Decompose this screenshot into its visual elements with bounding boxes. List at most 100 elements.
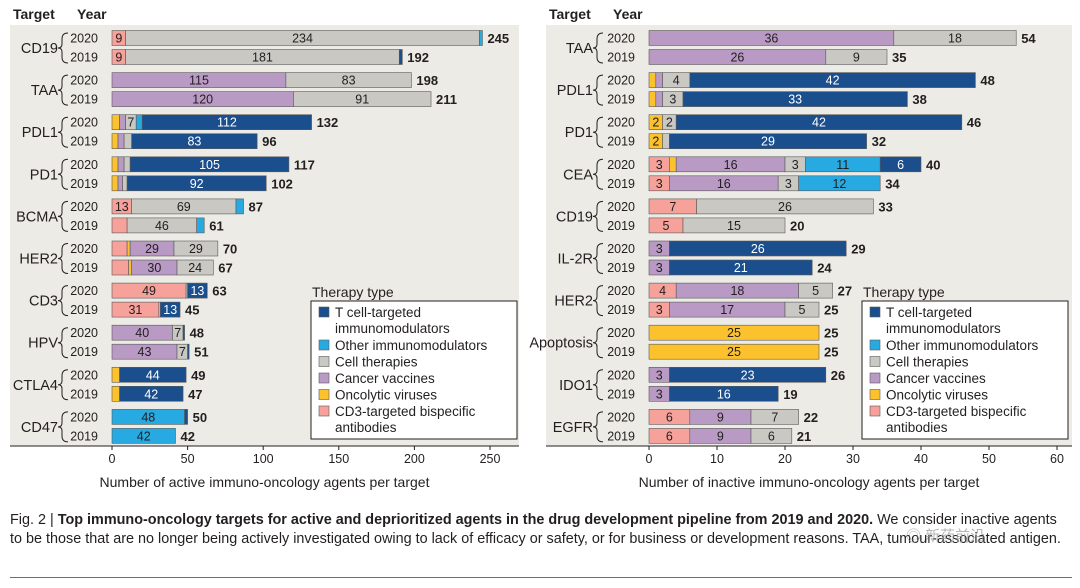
bar-segment	[479, 30, 483, 46]
segment-value-label: 23	[741, 368, 755, 382]
x-tick-label: 0	[109, 452, 116, 466]
segment-value-label: 13	[163, 303, 177, 317]
year-label: 2020	[70, 200, 98, 214]
bar-segment	[111, 156, 119, 173]
segment-value-label: 25	[727, 345, 741, 359]
segment-value-label: 2	[652, 116, 659, 130]
bar-segment	[123, 133, 132, 149]
year-label: 2020	[70, 242, 98, 256]
bar-segment	[750, 428, 793, 444]
year-label: 2020	[607, 116, 635, 130]
bar-total-label: 22	[804, 410, 818, 425]
legend-item-label: antibodies	[335, 420, 397, 435]
year-label: 2019	[607, 135, 635, 149]
year-label: 2020	[607, 326, 635, 340]
year-label: 2020	[70, 116, 98, 130]
bar-segment	[648, 324, 820, 341]
bar-total-label: 96	[262, 134, 276, 149]
target-label: IDO1	[559, 378, 593, 394]
bar-segment	[893, 30, 1017, 46]
segment-value-label: 9	[717, 410, 724, 424]
bar-segment	[129, 156, 290, 173]
x-tick-label: 20	[778, 452, 792, 466]
target-label: CEA	[563, 167, 593, 183]
bar-total-label: 87	[249, 199, 263, 214]
segment-value-label: 16	[724, 158, 738, 172]
bar-segment	[111, 133, 119, 149]
bar-segment	[655, 72, 663, 88]
segment-value-label: 26	[751, 242, 765, 256]
x-tick-label: 150	[328, 452, 349, 466]
target-group: EGFR 2020 6 9 7 22 2019 6 9 6 21	[553, 409, 818, 444]
legend-item-label: Cell therapies	[335, 355, 418, 370]
target-label: Apoptosis	[529, 336, 593, 352]
group-bracket	[57, 411, 69, 443]
bar-total-label: 48	[190, 326, 204, 341]
bar-total-label: 245	[487, 31, 509, 46]
bar-total-label: 25	[824, 326, 838, 341]
segment-value-label: 13	[190, 284, 204, 298]
bar-total-label: 26	[831, 368, 845, 383]
segment-value-label: 46	[155, 219, 169, 233]
bar-total-label: 47	[188, 387, 202, 402]
segment-value-label: 49	[142, 284, 156, 298]
x-tick-label: 50	[181, 452, 195, 466]
segment-value-label: 3	[656, 368, 663, 382]
segment-value-label: 6	[666, 429, 673, 443]
legend-item-label: T cell-targeted	[335, 305, 421, 320]
bar-segment	[111, 114, 120, 130]
bar-segment	[111, 217, 128, 234]
group-bracket	[592, 369, 604, 401]
target-label: CD47	[21, 420, 58, 436]
bar-total-label: 25	[824, 345, 838, 360]
bar-segment	[798, 282, 833, 299]
year-label: 2019	[70, 135, 98, 149]
segment-value-label: 12	[832, 177, 846, 191]
bar-segment	[122, 175, 128, 192]
bar-segment	[285, 72, 412, 88]
segment-value-label: 83	[187, 135, 201, 149]
segment-value-label: 105	[199, 158, 220, 172]
x-tick-label: 100	[253, 452, 274, 466]
legend-item-label: antibodies	[886, 420, 948, 435]
bar-segment	[648, 343, 820, 360]
segment-value-label: 9	[853, 51, 860, 65]
bar-segment	[648, 72, 657, 88]
bar-segment	[682, 217, 786, 234]
target-group: HPV 2020 40 7 48 2019 43 7 51	[28, 324, 209, 360]
bar-total-label: 192	[407, 50, 429, 65]
group-bracket	[592, 32, 604, 64]
target-group: CD19 2020 7 26 33 2019 5 15 20	[556, 198, 893, 234]
group-bracket	[57, 32, 69, 64]
year-label: 2019	[607, 177, 635, 191]
x-tick-label: 60	[1050, 452, 1064, 466]
target-group: IL-2R 2020 3 26 29 2019 3 21 24	[558, 240, 866, 276]
year-label: 2019	[607, 429, 635, 443]
target-group: HER2 2020 29 29 70 2019 30 24 67	[19, 240, 237, 276]
segment-value-label: 30	[147, 261, 161, 275]
bar-segment	[117, 133, 125, 149]
legend-box	[310, 300, 518, 440]
x-tick-label: 40	[914, 452, 928, 466]
bar-total-label: 61	[209, 218, 223, 233]
segment-value-label: 29	[145, 242, 159, 256]
bar-segment	[111, 259, 129, 276]
segment-value-label: 29	[761, 135, 775, 149]
segment-value-label: 7	[669, 200, 676, 214]
legend-item-label: Other immunomodulators	[335, 338, 488, 353]
year-label: 2020	[607, 200, 635, 214]
segment-value-label: 25	[727, 326, 741, 340]
year-label: 2020	[70, 368, 98, 382]
bar-segment	[689, 72, 976, 88]
bar-total-label: 20	[790, 218, 804, 233]
segment-value-label: 3	[656, 303, 663, 317]
year-label: 2019	[607, 261, 635, 275]
bar-total-label: 33	[878, 199, 892, 214]
bar-total-label: 51	[194, 345, 208, 360]
bar-segment	[675, 114, 963, 130]
chart-panel-1: Target Year CD19 2020 9 234 245 2019 9 181 192 TAA 2…	[10, 6, 519, 490]
year-label: 2020	[607, 284, 635, 298]
segment-value-label: 17	[720, 303, 734, 317]
bar-segment	[398, 49, 403, 65]
segment-value-label: 11	[836, 158, 849, 172]
